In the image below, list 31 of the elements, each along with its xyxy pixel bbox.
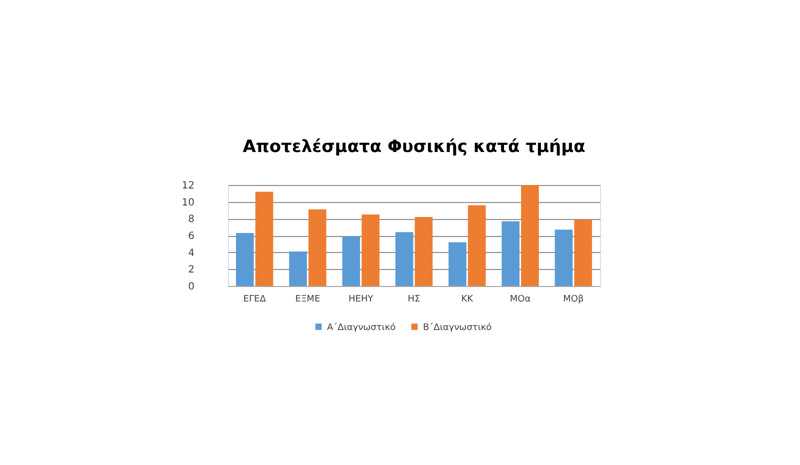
bar [255, 192, 274, 286]
bar [342, 236, 360, 286]
bar [308, 209, 326, 286]
y-tick-label: 4 [188, 248, 194, 259]
x-tick-label: ΜΟα [510, 294, 531, 304]
bar [362, 214, 380, 286]
x-tick-label: ΗΣ [408, 294, 421, 304]
bar [448, 242, 466, 286]
y-tick-label: 8 [188, 214, 194, 226]
y-tick-label: 2 [188, 264, 194, 276]
y-tick-label: 10 [182, 197, 194, 208]
x-tick-label: ΚΚ [461, 294, 474, 304]
bar [574, 220, 592, 286]
bar [554, 230, 573, 286]
bar [395, 232, 414, 286]
legend-label: Α΄Διαγνωστικό [327, 322, 396, 333]
x-tick-label: ΕΓΕΔ [243, 294, 267, 304]
y-tick-label: 6 [188, 231, 194, 242]
y-tick-label: 0 [188, 282, 194, 292]
bar [502, 221, 520, 286]
legend-label: Β΄Διαγνωστικό [423, 322, 492, 333]
bar [468, 205, 486, 286]
chart-title: Αποτελέσματα Φυσικής κατά τμήμα [242, 137, 586, 157]
bar [289, 251, 307, 286]
bar [414, 216, 433, 286]
x-tick-label: ΗΕΗΥ [348, 294, 374, 304]
bar [236, 232, 254, 286]
x-tick-label: ΜΟβ [563, 294, 584, 304]
bar [521, 185, 539, 286]
y-tick-label: 12 [182, 180, 194, 192]
x-tick-label: ΕΞΜΕ [295, 294, 320, 304]
